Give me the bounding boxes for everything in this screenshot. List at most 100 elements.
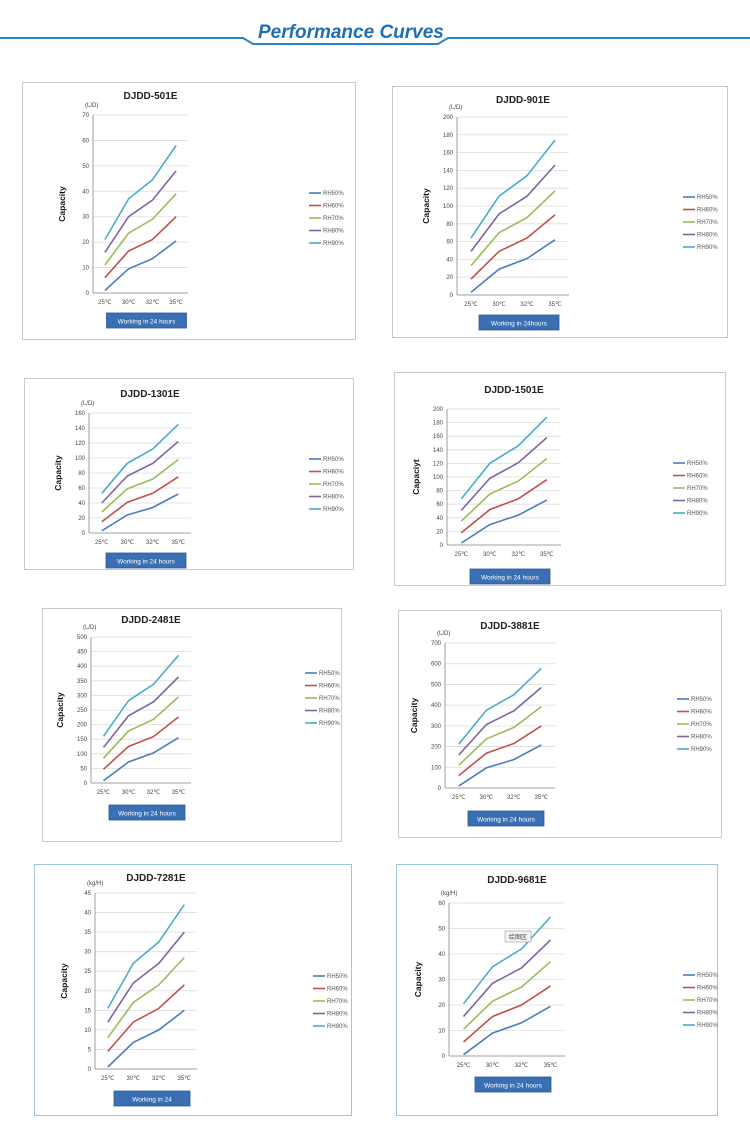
chart-panel-5: DJDD-2481E (L/D) 0 50 100 150 200 250 300 350 400 4… — [42, 608, 342, 842]
series-line-rh50pct — [107, 1009, 185, 1068]
x-tick-label: 25℃ — [457, 1063, 471, 1069]
legend-label: RH90% — [691, 747, 712, 753]
y-tick-label: 100 — [77, 752, 88, 758]
legend-label: RH80% — [697, 1011, 718, 1017]
y-tick-label: 35 — [84, 930, 91, 936]
x-tick-label: 30℃ — [480, 795, 494, 801]
y-tick-label: 20 — [78, 516, 85, 522]
x-axis-label-box — [474, 1076, 552, 1093]
x-tick-label: 32℃ — [146, 540, 160, 546]
series-line-rh70pct — [102, 696, 180, 759]
series-line-rh90pct — [460, 416, 548, 500]
y-unit-label: (kg/H) — [87, 881, 103, 887]
y-tick-label: 20 — [82, 240, 89, 246]
y-tick-label: 350 — [77, 679, 88, 685]
series-line-rh90pct — [102, 654, 180, 737]
legend-label: RH50% — [323, 457, 344, 463]
x-tick-label: 25℃ — [95, 540, 109, 546]
series-line-rh50pct — [103, 737, 179, 782]
x-tick-label: 35℃ — [540, 552, 554, 558]
y-tick-label: 60 — [438, 901, 445, 907]
legend-label: RH60% — [697, 986, 718, 992]
series-line-rh50pct — [458, 744, 542, 787]
y-tick-label: 200 — [431, 745, 442, 751]
series-line-rh90pct — [107, 904, 185, 1009]
chart-svg-1: DJDD-501E (L/D) 0 10 20 30 40 50 60 70 25℃ 30℃ 32℃ 35… — [57, 91, 344, 329]
series-line-rh70pct — [458, 705, 542, 766]
x-tick-label: 35℃ — [172, 540, 186, 546]
x-tick-label: 30℃ — [122, 300, 136, 306]
legend-label: RH60% — [319, 684, 340, 690]
y-tick-label: 5 — [88, 1047, 92, 1053]
x-tick-label: 32℃ — [507, 795, 521, 801]
y-tick-label: 150 — [77, 737, 88, 743]
legend-label: RH70% — [691, 722, 712, 728]
x-axis-label-box — [106, 312, 187, 329]
y-tick-label: 50 — [438, 927, 445, 933]
x-axis-label-box — [467, 810, 545, 827]
y-tick-label: 40 — [82, 189, 89, 195]
series-line-rh60pct — [460, 479, 548, 534]
y-tick-label: 0 — [440, 543, 444, 549]
series-line-rh80pct — [458, 686, 542, 756]
y-axis-label: Capacity — [413, 962, 423, 998]
legend-label: RH90% — [697, 1023, 718, 1029]
y-axis-label: Capacity — [409, 698, 419, 734]
y-tick-label: 450 — [77, 650, 88, 656]
series-line-rh60pct — [107, 984, 185, 1052]
series-line-rh80pct — [107, 931, 185, 1023]
legend-label: RH60% — [323, 470, 344, 476]
legend-label: RH90% — [323, 507, 344, 513]
series-line-rh70pct — [460, 457, 548, 522]
x-tick-label: 35℃ — [548, 302, 562, 308]
series-line-rh70pct — [107, 956, 185, 1039]
legend-label: RH90% — [323, 241, 344, 247]
chart-svg-7: DJDD-7281E (kg/H) 0 5 10 15 20 25 30 35 40 45 25℃ 30℃… — [59, 873, 348, 1107]
y-tick-label: 100 — [75, 456, 86, 462]
y-tick-label: 40 — [438, 952, 445, 958]
series-line-rh70pct — [101, 458, 179, 513]
x-tick-label: 35℃ — [544, 1063, 558, 1069]
y-tick-label: 200 — [443, 115, 454, 121]
y-tick-label: 20 — [438, 1003, 445, 1009]
y-tick-label: 160 — [75, 411, 86, 417]
series-line-rh90pct — [104, 145, 177, 241]
y-tick-label: 0 — [438, 786, 442, 792]
chart-title: DJDD-9681E — [487, 875, 547, 886]
x-tick-label: 30℃ — [121, 540, 135, 546]
series-line-rh70pct — [462, 960, 552, 1030]
legend-label: RH50% — [323, 191, 344, 197]
y-tick-label: 40 — [446, 257, 453, 263]
legend-label: RH80% — [319, 709, 340, 715]
y-tick-label: 60 — [78, 486, 85, 492]
x-axis-label-box — [105, 552, 187, 569]
page-title: Performance Curves — [258, 22, 444, 43]
chart-panel-7: DJDD-7281E (kg/H) 0 5 10 15 20 25 30 35 40 45 25℃ 30℃… — [34, 864, 352, 1116]
y-axis-label: Capacity — [421, 188, 431, 224]
y-tick-label: 30 — [82, 215, 89, 221]
legend-label: RH60% — [327, 987, 348, 993]
x-tick-label: 35℃ — [178, 1076, 192, 1082]
y-tick-label: 25 — [84, 969, 91, 975]
y-tick-label: 0 — [442, 1054, 446, 1060]
x-tick-label: 25℃ — [97, 790, 111, 796]
y-tick-label: 40 — [84, 911, 91, 917]
series-line-rh50pct — [104, 240, 177, 292]
series-line-rh80pct — [460, 436, 548, 511]
legend-label: RH60% — [323, 204, 344, 210]
y-tick-label: 180 — [443, 133, 454, 139]
plot-area-tooltip-label: 绘图区 — [509, 933, 527, 941]
y-tick-label: 10 — [82, 266, 89, 272]
page-header: Performance Curves — [0, 0, 750, 52]
x-tick-label: 32℃ — [147, 790, 161, 796]
header-rule — [0, 37, 750, 45]
series-line-rh90pct — [458, 667, 542, 745]
series-line-rh90pct — [101, 423, 179, 494]
series-line-rh60pct — [458, 725, 542, 777]
legend-label: RH70% — [327, 999, 348, 1005]
y-tick-label: 400 — [77, 664, 88, 670]
y-tick-label: 180 — [433, 421, 444, 427]
legend-label: RH50% — [319, 671, 340, 677]
x-axis-label: Working in 24 hours — [484, 1083, 542, 1090]
y-tick-label: 200 — [433, 407, 444, 413]
